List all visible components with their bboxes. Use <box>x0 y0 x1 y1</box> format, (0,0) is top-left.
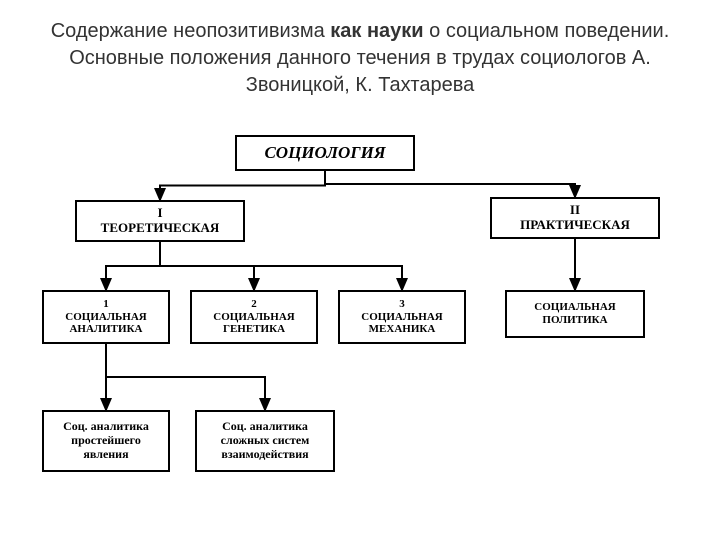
node-n1_2: 2СОЦИАЛЬНАЯ ГЕНЕТИКА <box>190 290 318 344</box>
node-n1_1: 1СОЦИАЛЬНАЯ АНАЛИТИКА <box>42 290 170 344</box>
node-n1_3: 3СОЦИАЛЬНАЯ МЕХАНИКА <box>338 290 466 344</box>
node-n2: IIПРАКТИЧЕСКАЯ <box>490 197 660 239</box>
node-n1_1_1: Соц. аналитика простейшего явления <box>42 410 170 472</box>
node-n1_1_2: Соц. аналитика сложных систем взаимодейс… <box>195 410 335 472</box>
title-part1: Содержание неопозитивизма <box>51 20 331 42</box>
node-root: СОЦИОЛОГИЯ <box>235 135 415 171</box>
node-n1: IТЕОРЕТИЧЕСКАЯ <box>75 200 245 242</box>
diagram-container: СОЦИОЛОГИЯ IТЕОРЕТИЧЕСКАЯ IIПРАКТИЧЕСКАЯ 1С… <box>0 115 720 535</box>
page-title: Содержание неопозитивизма как науки о со… <box>30 18 690 99</box>
node-n2_1: СОЦИАЛЬНАЯ ПОЛИТИКА <box>505 290 645 338</box>
title-bold: как науки <box>330 20 423 42</box>
